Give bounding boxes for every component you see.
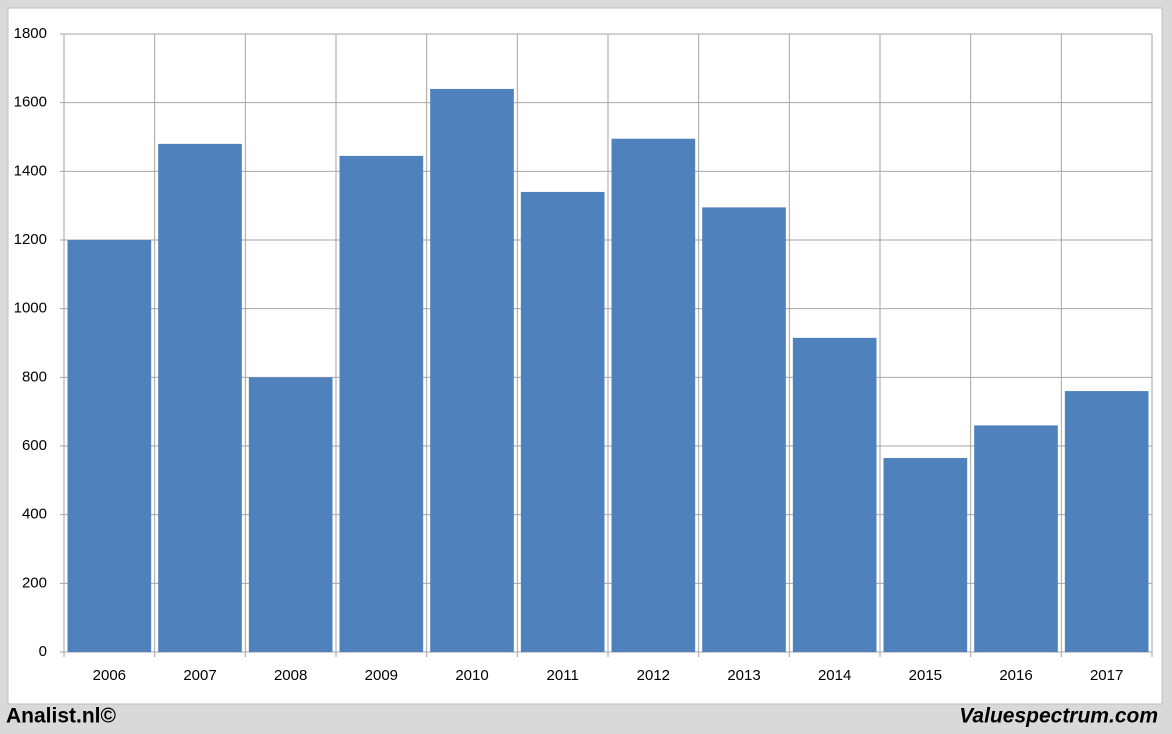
bar [248,377,333,652]
x-tick-label: 2016 [999,667,1032,684]
y-tick-label: 400 [22,506,47,523]
y-tick-label: 1000 [14,300,47,317]
x-tick-label: 2012 [637,667,670,684]
bar [792,337,877,652]
bar [158,143,242,652]
y-tick-label: 600 [22,437,47,454]
x-tick-label: 2008 [274,667,307,684]
y-tick-label: 800 [22,368,47,385]
footer-left: Analist.nl© [6,705,117,728]
y-tick-label: 1200 [14,231,47,248]
bar [520,191,605,652]
bar [67,240,152,652]
x-tick-label: 2006 [93,667,126,684]
y-tick-label: 200 [22,574,47,591]
x-tick-label: 2009 [365,667,398,684]
y-tick-label: 0 [39,643,47,660]
bar [883,458,968,652]
x-tick-label: 2017 [1090,667,1123,684]
bar [1064,391,1149,652]
y-tick-label: 1600 [14,94,47,111]
x-tick-label: 2011 [547,667,579,684]
bar [702,207,786,652]
x-tick-label: 2015 [909,667,942,684]
footer-right: Valuespectrum.com [959,705,1158,728]
bar [611,138,696,652]
bar [430,88,514,652]
x-tick-label: 2014 [818,667,851,684]
y-tick-label: 1400 [14,162,47,179]
y-tick-label: 1800 [14,25,47,42]
bar [974,425,1058,652]
x-tick-label: 2010 [455,667,488,684]
x-tick-label: 2007 [183,667,216,684]
bar [339,155,424,652]
x-tick-label: 2013 [727,667,760,684]
